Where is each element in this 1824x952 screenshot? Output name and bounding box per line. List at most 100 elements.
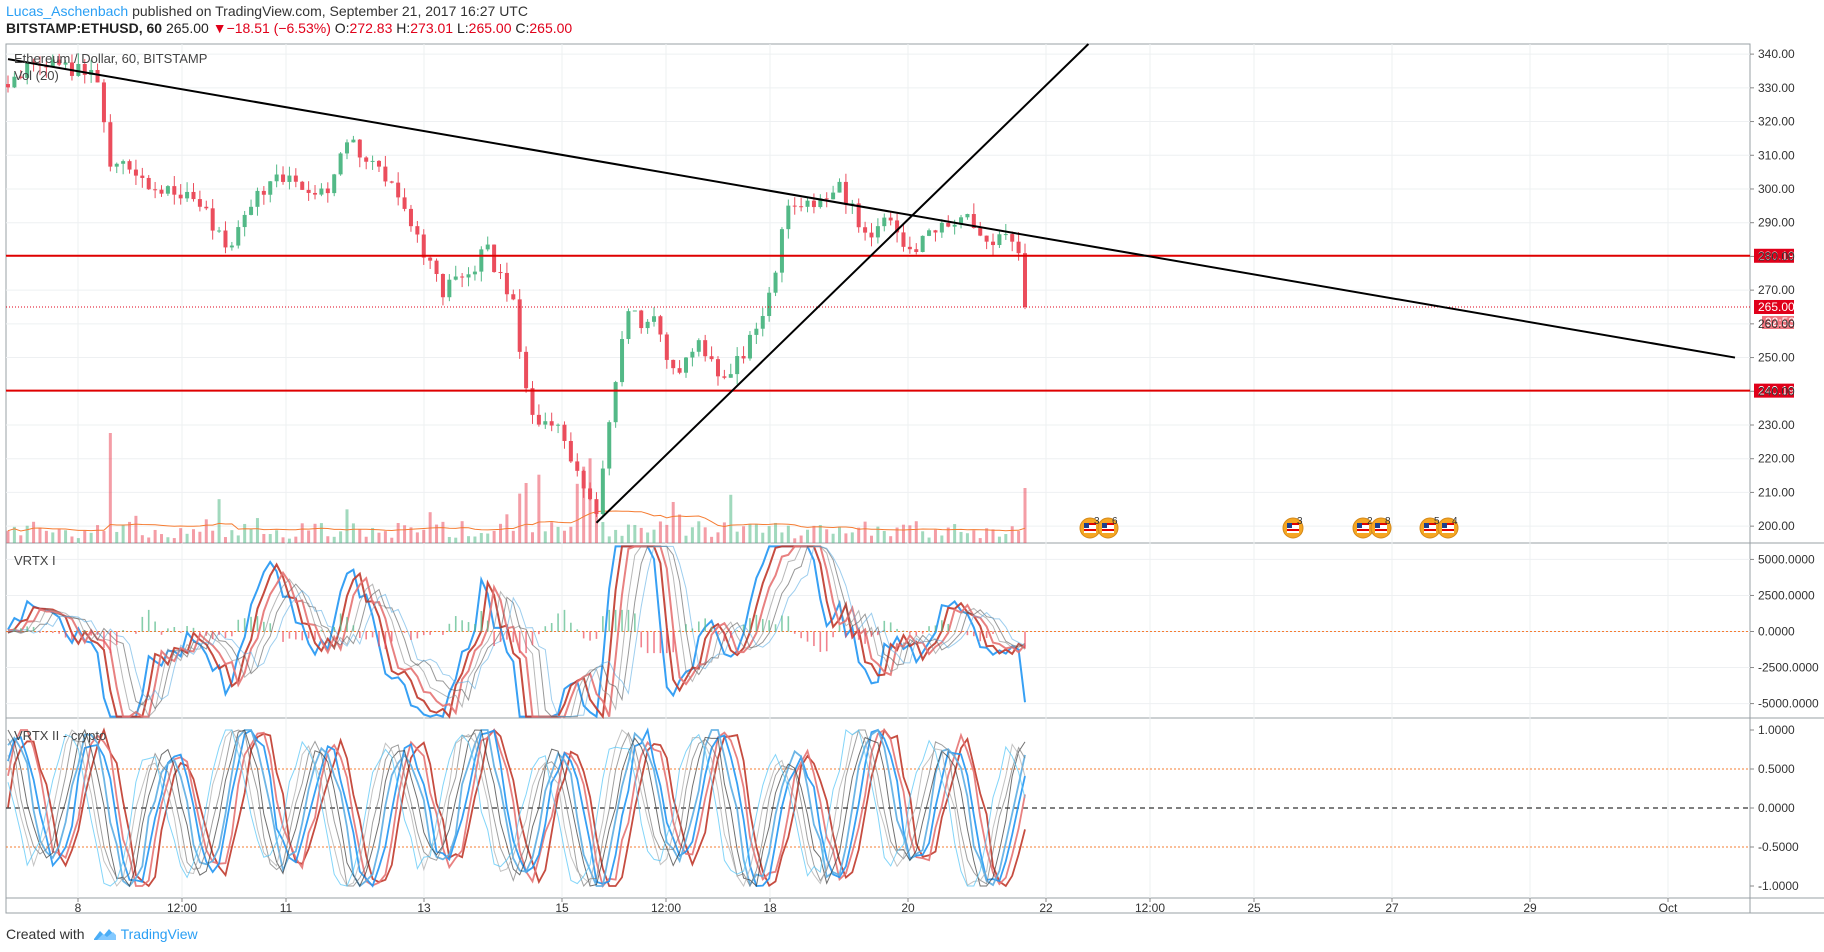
volume-bar — [716, 532, 720, 543]
candle-body — [959, 217, 964, 225]
flag-stripe — [1375, 523, 1387, 525]
candle-body — [600, 468, 605, 515]
osc1-histogram-bar — [825, 631, 828, 652]
volume-bar — [831, 533, 835, 543]
tradingview-brand[interactable]: TradingView — [93, 926, 198, 942]
volume-bar — [19, 535, 23, 543]
volume-bar — [486, 533, 490, 543]
volume-bar — [102, 531, 106, 543]
candle-body — [779, 229, 784, 273]
volume-bar — [1017, 531, 1021, 543]
candle-body — [549, 421, 554, 426]
osc1-series-line — [7, 545, 1026, 718]
volume-bar — [626, 524, 630, 543]
x-tick-label: 27 — [1385, 901, 1399, 915]
candle-body — [313, 192, 318, 195]
volume-bar — [447, 536, 451, 543]
candle-body — [588, 488, 593, 500]
volume-bar — [6, 530, 10, 543]
tradingview-logo-icon — [93, 929, 116, 940]
volume-bar — [927, 537, 931, 543]
volume-bar — [633, 524, 637, 543]
candle-body — [568, 440, 573, 462]
x-tick-label: 20 — [901, 901, 915, 915]
volume-bar — [742, 526, 746, 543]
volume-bar — [108, 433, 112, 543]
flag-field — [1084, 523, 1096, 533]
osc1-histogram-bar — [83, 630, 86, 632]
candle-body — [440, 274, 445, 298]
osc1-series-line — [7, 545, 1026, 718]
candle-body — [869, 232, 874, 238]
volume-bar — [473, 536, 477, 543]
volume-bar — [914, 521, 918, 543]
osc1-histogram-bar — [742, 624, 745, 632]
us-flag-event-icon[interactable]: 3 — [1282, 516, 1304, 539]
volume-bar — [262, 533, 266, 543]
candle-body — [127, 161, 132, 170]
candle-body — [684, 357, 688, 373]
osc1-histogram-bar — [717, 631, 719, 634]
candle-body — [658, 316, 663, 335]
candle-body — [415, 226, 420, 235]
volume-bar — [230, 530, 234, 543]
candle-body — [204, 206, 209, 209]
candle-body — [1010, 234, 1015, 242]
osc1-histogram-bar — [659, 631, 662, 654]
quote-line: BITSTAMP:ETHUSD, 60 265.00 ▼−18.51 (−6.5… — [6, 20, 572, 36]
volume-bar — [991, 529, 995, 543]
x-tick-label: 25 — [1247, 901, 1261, 915]
osc1-histogram-bar — [282, 631, 284, 642]
author-link[interactable]: Lucas_Aschenbach — [6, 3, 129, 19]
volume-bar — [64, 530, 68, 543]
osc1-series-line — [7, 545, 1026, 718]
osc1-histogram-bar — [410, 631, 412, 640]
osc1-series-line — [7, 545, 1026, 720]
osc1-histogram-bar — [346, 617, 348, 632]
flag-stripe — [1424, 523, 1436, 525]
price-tick-label: 230.00 — [1758, 418, 1795, 432]
osc1-histogram-bar — [557, 613, 559, 632]
volume-bar — [761, 532, 765, 543]
flag-field — [1287, 523, 1299, 533]
volume-bar — [863, 521, 867, 543]
osc1-histogram-bar — [768, 620, 770, 632]
candle-body — [1023, 253, 1027, 307]
osc1-histogram-bar — [582, 631, 585, 639]
candle-body — [159, 189, 164, 194]
low-label: L: — [456, 20, 469, 36]
flag-stripe — [1102, 523, 1114, 525]
candle-body — [453, 276, 458, 280]
candle-body — [18, 76, 23, 78]
candle-body — [978, 228, 983, 236]
flag-stripe — [1357, 529, 1369, 531]
candle-body — [799, 206, 804, 208]
candle-body — [351, 139, 356, 143]
candle-body — [690, 351, 695, 358]
volume-bar — [985, 528, 989, 543]
volume-bar — [441, 521, 445, 543]
volume-bar — [300, 523, 304, 543]
volume-bar — [390, 537, 394, 543]
volume-bar — [972, 530, 976, 543]
volume-bar — [882, 530, 886, 543]
volume-study-label: Vol (20) — [14, 68, 59, 83]
volume-bar — [499, 523, 503, 543]
volume-bar — [857, 527, 861, 543]
volume-bar — [838, 526, 842, 543]
volume-bar — [895, 527, 899, 543]
osc1-histogram-bar — [608, 609, 611, 632]
volume-bar — [850, 532, 854, 543]
x-tick-label: 12:00 — [651, 901, 681, 915]
osc1-histogram-bar — [877, 631, 879, 636]
volume-bar — [1004, 534, 1008, 543]
osc1-histogram-bar — [525, 631, 527, 654]
candle-body — [121, 161, 126, 164]
volume-bar — [620, 535, 624, 543]
osc1-histogram-bar — [512, 631, 515, 643]
flag-field — [1102, 523, 1114, 533]
